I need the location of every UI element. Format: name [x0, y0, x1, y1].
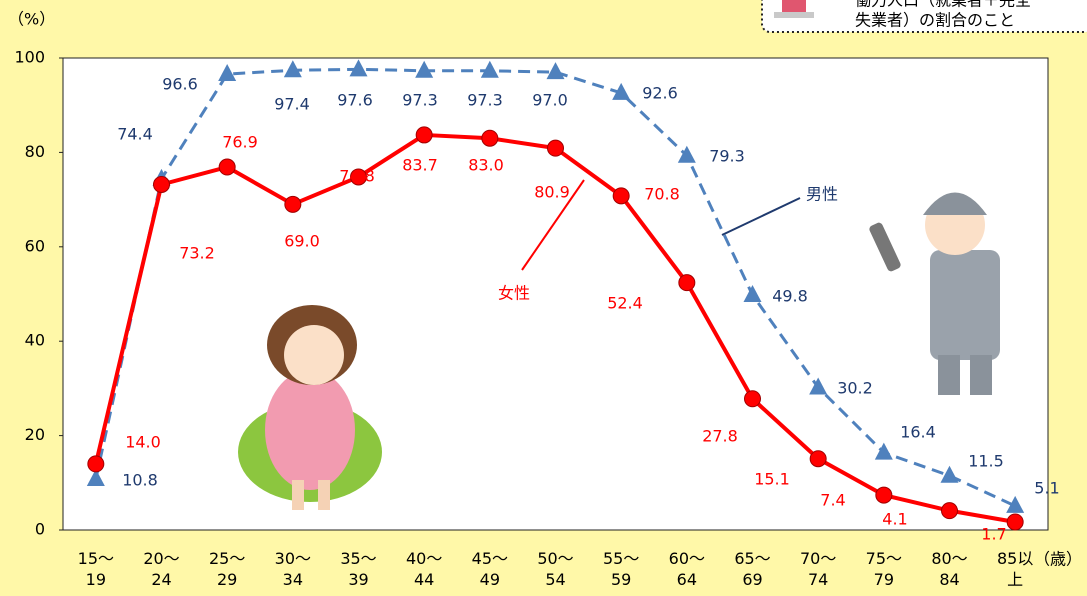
marker — [546, 62, 565, 80]
x-tick-label: 55〜59 — [602, 549, 640, 589]
data-label: 79.3 — [709, 147, 745, 166]
series-label: 女性 — [498, 284, 530, 303]
marker — [218, 158, 236, 176]
marker — [612, 82, 631, 100]
data-label: 7.4 — [820, 491, 845, 510]
data-label: 97.3 — [402, 91, 438, 110]
note-box — [761, 0, 1087, 33]
x-tick-label: 65〜69 — [734, 549, 771, 589]
y-tick-label: 40 — [25, 331, 45, 350]
illustration-worker — [869, 192, 1000, 395]
note-icon — [782, 0, 806, 14]
data-label: 27.8 — [702, 427, 738, 446]
marker — [875, 486, 893, 504]
x-tick-label: 20〜24 — [143, 549, 180, 589]
marker — [86, 469, 105, 487]
marker — [547, 139, 564, 157]
y-tick-label: 60 — [25, 236, 45, 255]
y-tick-label: 20 — [25, 425, 45, 444]
x-tick-label: 70〜74 — [799, 549, 837, 589]
data-label: 97.6 — [337, 91, 373, 110]
data-label: 10.8 — [122, 471, 158, 490]
x-tick-label: 40〜44 — [405, 549, 443, 589]
x-tick-label: 75〜79 — [865, 549, 903, 589]
data-label: 11.5 — [968, 452, 1004, 471]
x-unit: （歳） — [1034, 550, 1082, 569]
data-label: 69.0 — [284, 232, 320, 251]
x-tick-label: 30〜34 — [274, 549, 312, 589]
marker — [1006, 495, 1025, 513]
data-label: 30.2 — [837, 379, 873, 398]
marker — [809, 450, 827, 468]
data-label: 49.8 — [772, 287, 808, 306]
data-label: 97.3 — [467, 91, 503, 110]
marker — [480, 60, 499, 78]
marker — [283, 60, 302, 78]
marker — [284, 195, 302, 213]
marker — [678, 274, 696, 292]
data-label: 92.6 — [642, 84, 678, 103]
note-text: 失業者）の割合のこと — [855, 11, 1015, 30]
y-tick-label: 0 — [35, 520, 45, 539]
x-tick-label: 35〜39 — [340, 549, 377, 589]
data-label: 14.0 — [125, 433, 161, 452]
marker — [415, 126, 433, 144]
note-text: 働力人口（就業者＋完全 — [855, 0, 1031, 10]
data-label: 97.0 — [532, 91, 568, 110]
data-label: 76.9 — [222, 133, 258, 152]
x-tick-label: 15〜19 — [77, 549, 115, 589]
y-unit: （%） — [8, 10, 55, 29]
x-tick-label: 60〜64 — [668, 549, 706, 589]
data-label: 52.4 — [607, 294, 643, 313]
data-label: 83.7 — [402, 156, 438, 175]
data-label: 16.4 — [900, 423, 936, 442]
leader-line — [521, 179, 585, 271]
data-label: 1.7 — [981, 525, 1006, 544]
data-label: 5.1 — [1034, 479, 1059, 498]
marker — [874, 442, 893, 460]
marker — [677, 145, 696, 163]
marker — [481, 129, 499, 147]
leader-line — [721, 197, 801, 236]
marker — [87, 455, 105, 473]
marker — [809, 377, 828, 395]
marker — [218, 64, 237, 82]
marker — [940, 465, 959, 483]
y-tick-label: 80 — [25, 142, 45, 161]
illustration-woman — [238, 305, 382, 510]
data-label: 73.2 — [179, 244, 215, 263]
y-tick-label: 100 — [14, 48, 45, 67]
x-tick-label: 80〜84 — [931, 549, 968, 589]
data-label: 4.1 — [882, 510, 907, 529]
marker — [941, 502, 958, 520]
note-icon — [774, 12, 814, 18]
x-tick-label: 25〜29 — [208, 549, 246, 589]
data-label: 15.1 — [754, 470, 790, 489]
marker — [744, 390, 761, 408]
data-label: 80.9 — [534, 183, 570, 202]
series-label: 男性 — [806, 185, 838, 204]
data-label: 96.6 — [162, 75, 198, 94]
marker — [415, 60, 434, 78]
x-tick-label: 50〜54 — [537, 549, 574, 589]
marker — [350, 168, 367, 186]
data-label: 74.4 — [117, 125, 153, 144]
marker — [612, 187, 630, 205]
data-label: 74.8 — [339, 167, 375, 186]
x-tick-label: 45〜49 — [471, 549, 509, 589]
data-label: 83.0 — [468, 156, 504, 175]
marker — [743, 284, 762, 302]
marker — [349, 59, 368, 77]
marker — [1006, 513, 1024, 531]
data-label: 97.4 — [274, 95, 310, 114]
x-tick-label: 85以上 — [996, 549, 1034, 589]
marker — [153, 175, 170, 193]
data-label: 70.8 — [644, 185, 680, 204]
